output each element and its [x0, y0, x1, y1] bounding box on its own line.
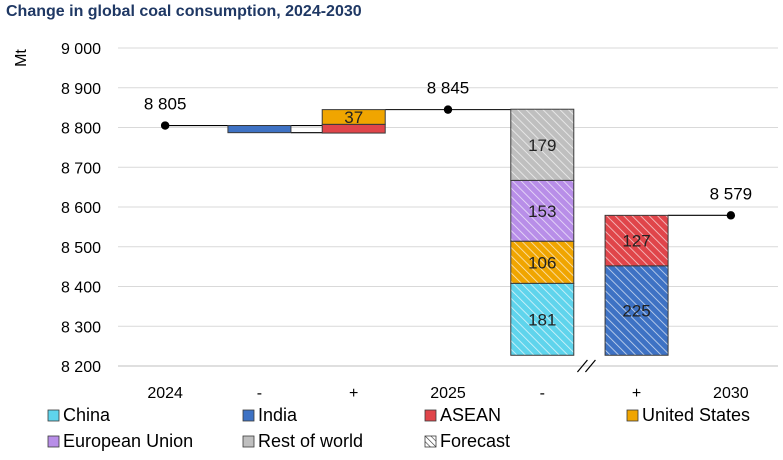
legend-swatch — [47, 435, 60, 448]
y-tick-label: 8 800 — [61, 121, 101, 138]
bar-segment-label: 127 — [622, 232, 650, 251]
bar-segment-label: 181 — [528, 310, 556, 329]
legend-swatch — [47, 409, 60, 422]
y-tick-label: 8 400 — [61, 280, 101, 297]
y-tick-label: 8 600 — [61, 200, 101, 217]
x-tick-label: + — [632, 385, 641, 402]
y-tick-label: 8 900 — [61, 81, 101, 98]
bar-segment — [604, 214, 669, 267]
bar-segment — [227, 125, 292, 134]
y-tick-label: 8 200 — [61, 359, 101, 376]
bar-segment-label: 37 — [344, 108, 363, 127]
bar-segment — [510, 240, 575, 284]
legend-label: ASEAN — [440, 405, 501, 425]
bar-segment — [604, 265, 669, 356]
x-tick-label: - — [257, 385, 262, 402]
legend-swatch — [242, 409, 255, 422]
axis-break-mark — [584, 359, 596, 373]
y-tick-label: 8 700 — [61, 160, 101, 177]
x-tick-label: + — [349, 385, 358, 402]
bar-segment — [510, 282, 575, 356]
legend-swatch — [242, 435, 255, 448]
y-tick-label: 8 500 — [61, 240, 101, 257]
x-tick-label: - — [540, 385, 545, 402]
bar-segment-label: 106 — [528, 253, 556, 272]
total-marker — [726, 211, 736, 220]
y-tick-label: 9 000 — [61, 41, 101, 58]
legend-swatch — [626, 409, 639, 422]
legend-label: European Union — [63, 431, 193, 451]
bar-segment-label: 225 — [622, 302, 650, 321]
legend-label: Rest of world — [258, 431, 363, 451]
total-label: 8 805 — [144, 95, 187, 114]
legend-label: India — [258, 405, 298, 425]
x-tick-label: 2025 — [430, 385, 466, 402]
y-tick-label: 8 300 — [61, 319, 101, 336]
y-axis-label: Mt — [13, 49, 30, 67]
bar-segment-label: 153 — [528, 202, 556, 221]
legend-label: Forecast — [440, 431, 510, 451]
axis-break-mark — [576, 359, 588, 373]
total-label: 8 845 — [427, 79, 470, 98]
x-tick-label: 2030 — [713, 385, 749, 402]
legend-label: United States — [642, 405, 750, 425]
total-marker — [160, 121, 170, 130]
bar-segment — [321, 109, 386, 125]
chart-title: Change in global coal consumption, 2024-… — [6, 3, 362, 20]
legend-swatch — [424, 409, 437, 422]
total-marker — [443, 105, 453, 114]
bar-segment — [510, 108, 575, 181]
bar-segment — [510, 179, 575, 242]
x-tick-label: 2024 — [147, 385, 183, 402]
total-label: 8 579 — [710, 184, 753, 203]
bar-segment-label: 179 — [528, 136, 556, 155]
legend-label: China — [63, 405, 111, 425]
